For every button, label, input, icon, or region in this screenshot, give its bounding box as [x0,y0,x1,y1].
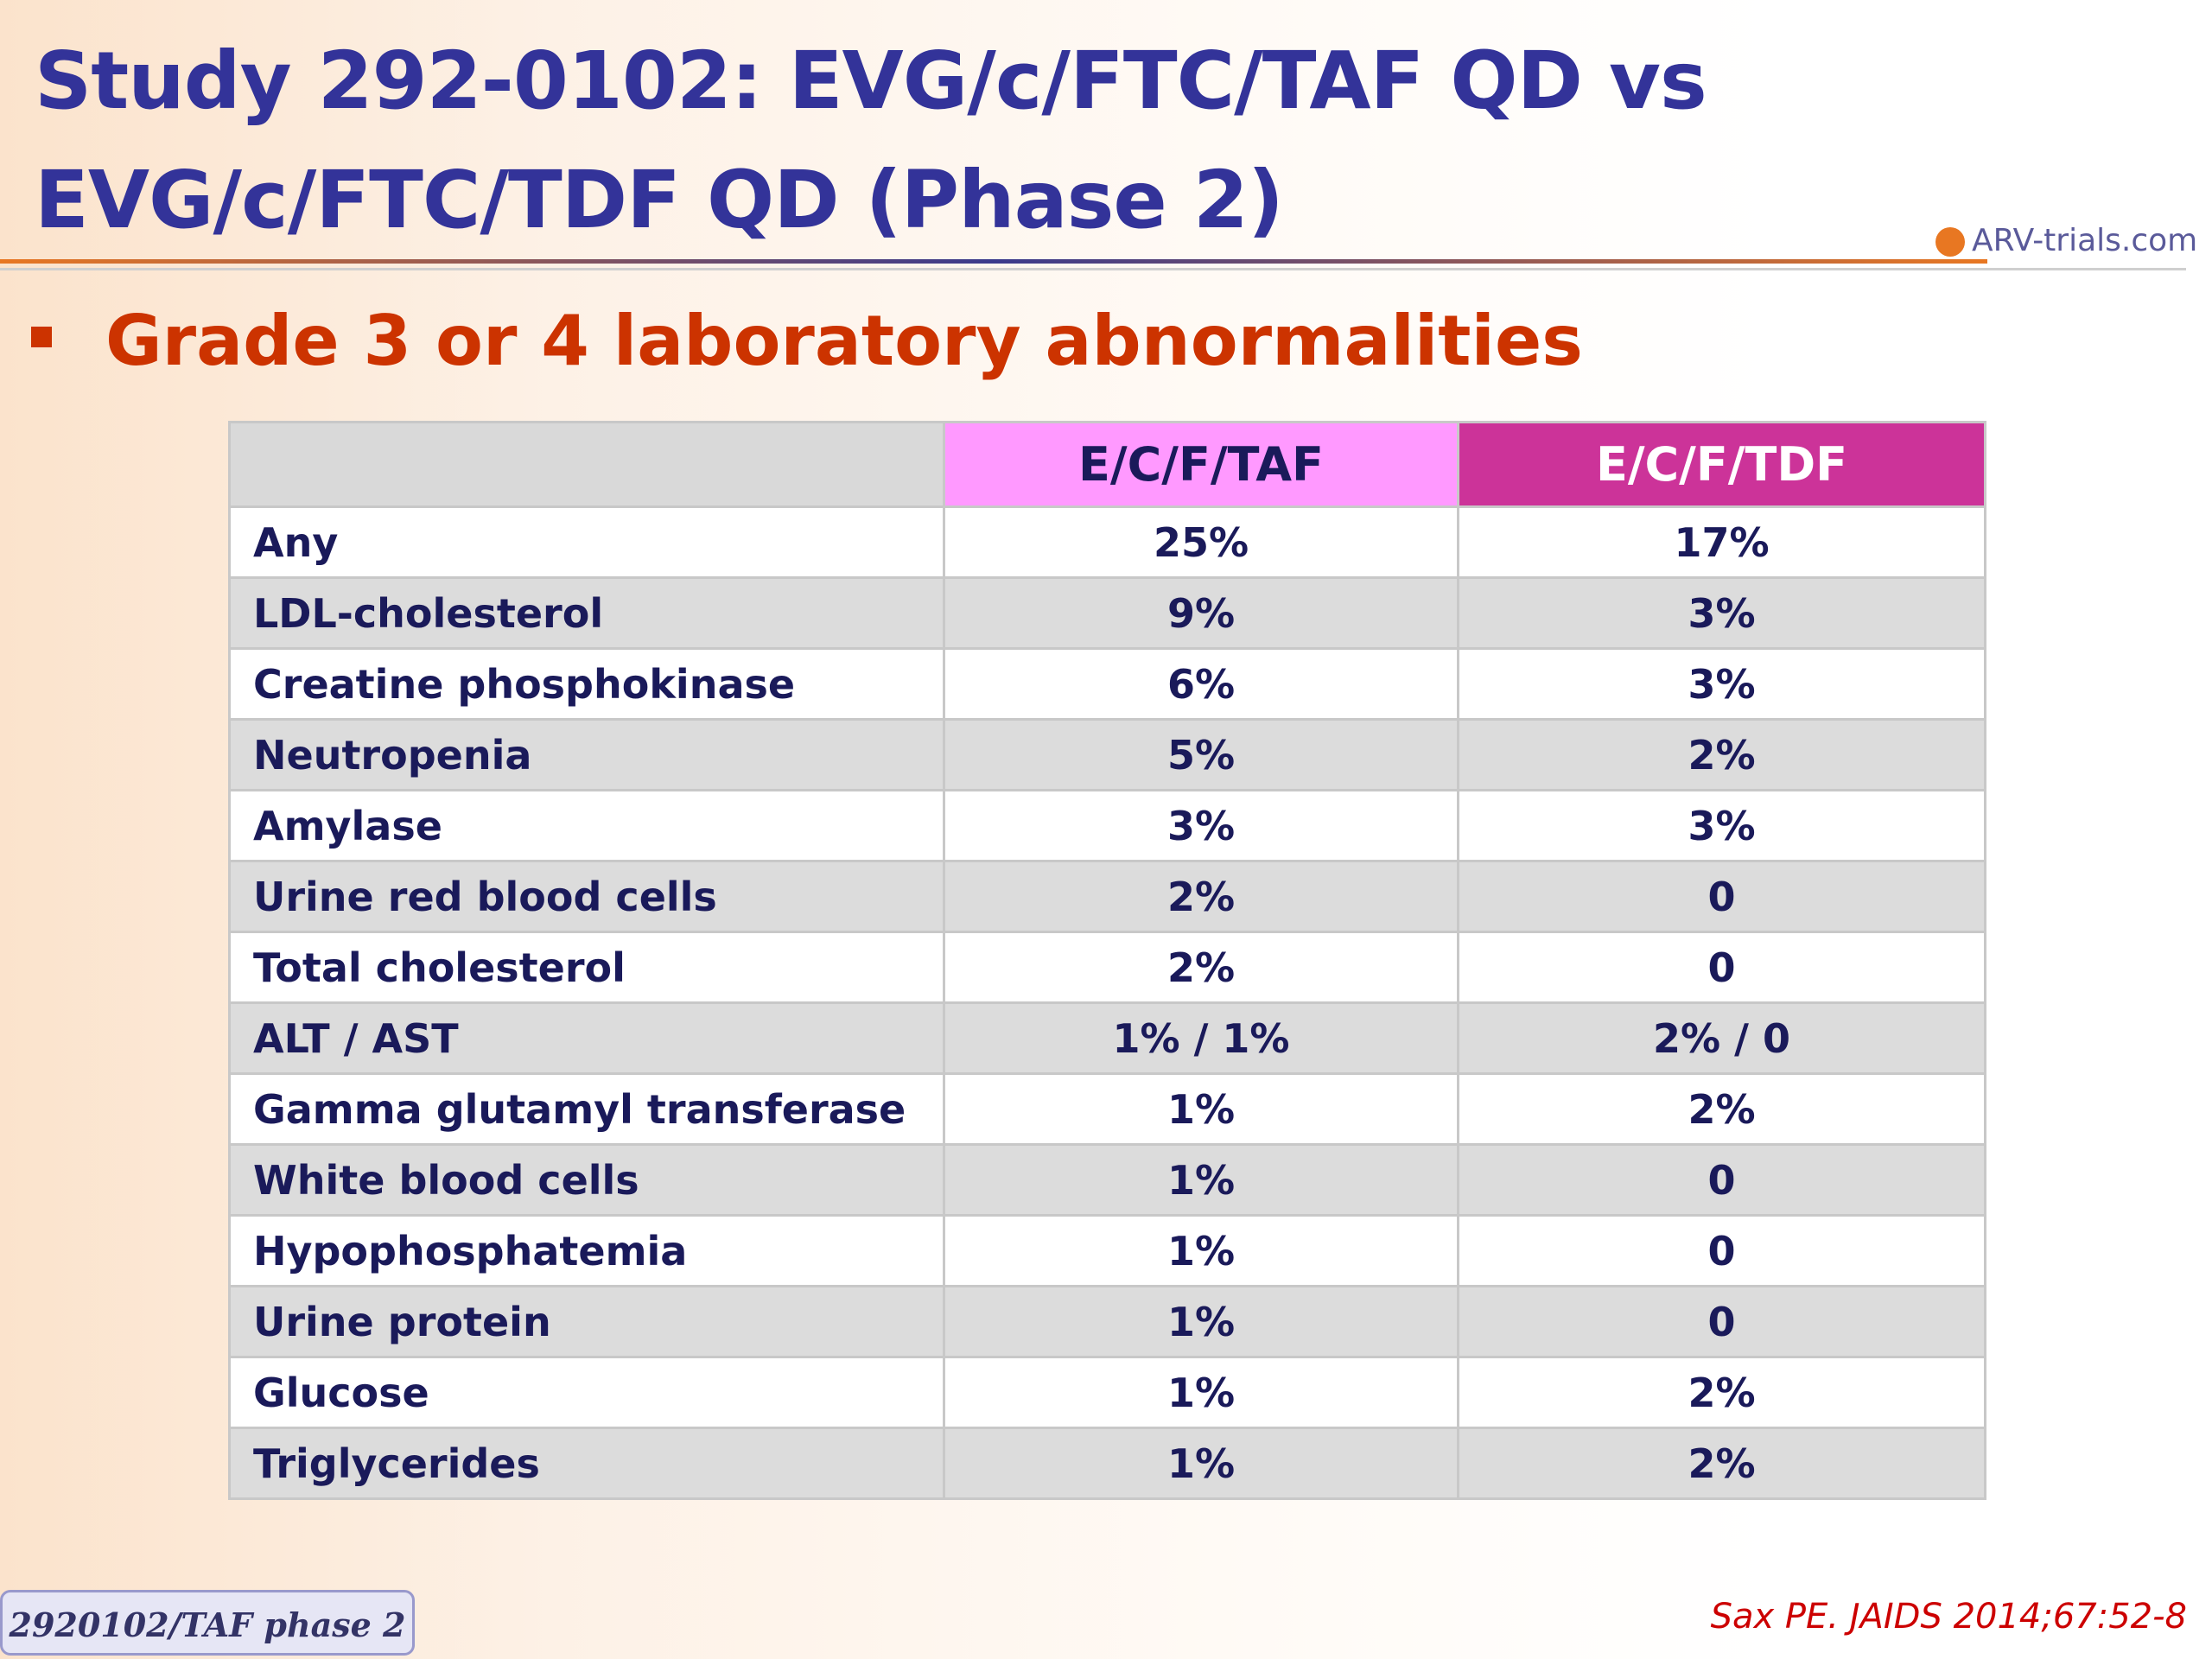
value-cell: 2% [1457,1356,1986,1429]
value-cell: 0 [1457,931,1986,1004]
label-cell: LDL-cholesterol [228,576,945,650]
header-row: E/C/F/TAF E/C/F/TDF [228,421,1986,508]
value-cell: 2% / 0 [1457,1001,1986,1075]
value-cell: 2% [943,860,1459,933]
value-cell: 3% [943,789,1459,862]
value-cell: 3% [1457,647,1986,721]
value-cell: 6% [943,647,1459,721]
table-row: Amylase 3% 3% [228,789,1986,862]
value-cell: 25% [943,505,1459,579]
label-cell: Creatine phosphokinase [228,647,945,721]
value-cell: 0 [1457,860,1986,933]
value-cell: 1% [943,1072,1459,1146]
value-cell: 1% [943,1214,1459,1287]
value-cell: 0 [1457,1285,1986,1358]
value-cell: 2% [1457,1427,1986,1500]
label-cell: Total cholesterol [228,931,945,1004]
label-cell: Neutropenia [228,718,945,791]
bullet-text: Grade 3 or 4 laboratory abnormalities [105,301,1583,381]
title: Study 292-0102: EVG/c/FTC/TAF QD vs [35,35,1707,127]
table-row: Urine protein 1% 0 [228,1285,1986,1358]
divider [0,259,1987,264]
label-cell: Triglycerides [228,1427,945,1500]
label-cell: White blood cells [228,1143,945,1217]
table-row: Gamma glutamyl transferase 1% 2% [228,1072,1986,1146]
citation: Sax PE. JAIDS 2014;67:52-8 [1710,1597,2187,1637]
value-cell: 1% [943,1285,1459,1358]
table: E/C/F/TAF E/C/F/TDF Any 25% 17% LDL-cholest… [228,421,1986,1500]
table-row: White blood cells 1% 0 [228,1143,1986,1217]
value-cell: 2% [1457,1072,1986,1146]
label-cell: Urine protein [228,1285,945,1358]
value-cell: 1% [943,1143,1459,1217]
table-row: Glucose 1% 2% [228,1356,1986,1429]
table-row: Creatine phosphokinase 6% 3% [228,647,1986,721]
header-cell [228,421,945,508]
bullet-marker [31,327,52,347]
table-row: ALT / AST 1% / 1% 2% / 0 [228,1001,1986,1075]
logo: ARV-trials.com [1936,223,2197,258]
value-cell: 3% [1457,576,1986,650]
table-row: Triglycerides 1% 2% [228,1427,1986,1500]
table-row: Urine red blood cells 2% 0 [228,860,1986,933]
label-cell: Hypophosphatemia [228,1214,945,1287]
table-row: LDL-cholesterol 9% 3% [228,576,1986,650]
value-cell: 0 [1457,1214,1986,1287]
value-cell: 2% [1457,718,1986,791]
value-cell: 1% / 1% [943,1001,1459,1075]
table-row: Total cholesterol 2% 0 [228,931,1986,1004]
value-cell: 9% [943,576,1459,650]
value-cell: 5% [943,718,1459,791]
value-cell: 1% [943,1356,1459,1429]
value-cell: 0 [1457,1143,1986,1217]
label-cell: Amylase [228,789,945,862]
table-row: Neutropenia 5% 2% [228,718,1986,791]
label-cell: Glucose [228,1356,945,1429]
value-cell: 17% [1457,505,1986,579]
header-cell: E/C/F/TAF [943,421,1459,508]
label-cell: Gamma glutamyl transferase [228,1072,945,1146]
value-cell: 1% [943,1427,1459,1500]
label-cell: Any [228,505,945,579]
title: EVG/c/FTC/TDF QD (Phase 2) [35,154,1284,246]
table-row: Any 25% 17% [228,505,1986,579]
header-cell: E/C/F/TDF [1457,421,1986,508]
label-cell: ALT / AST [228,1001,945,1075]
value-cell: 3% [1457,789,1986,862]
divider [0,268,2186,270]
footer-label: 2920102/TAF phase 2 [0,1590,415,1656]
label-cell: Urine red blood cells [228,860,945,933]
value-cell: 2% [943,931,1459,1004]
table-row: Hypophosphatemia 1% 0 [228,1214,1986,1287]
